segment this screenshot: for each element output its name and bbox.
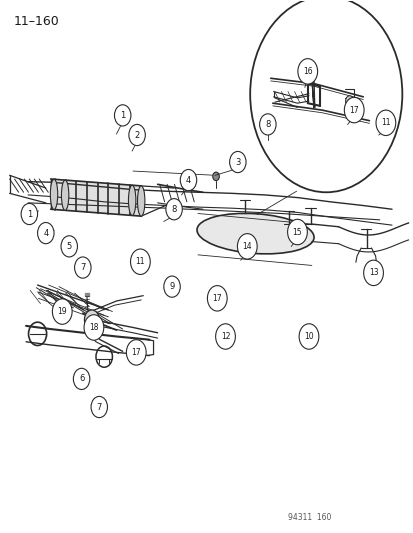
Text: 11: 11 xyxy=(135,257,145,266)
Circle shape xyxy=(114,105,131,126)
Text: 5: 5 xyxy=(66,242,72,251)
Circle shape xyxy=(126,340,146,365)
Polygon shape xyxy=(51,179,141,216)
Text: 8: 8 xyxy=(265,120,270,129)
Text: 14: 14 xyxy=(242,242,252,251)
Text: 12: 12 xyxy=(220,332,230,341)
Circle shape xyxy=(84,310,99,329)
Text: 1: 1 xyxy=(27,209,32,219)
Circle shape xyxy=(207,286,227,311)
Ellipse shape xyxy=(61,180,69,211)
Text: 4: 4 xyxy=(185,175,191,184)
Circle shape xyxy=(38,222,54,244)
Circle shape xyxy=(249,0,401,192)
Polygon shape xyxy=(85,293,89,296)
Circle shape xyxy=(74,257,91,278)
Ellipse shape xyxy=(137,186,145,216)
Circle shape xyxy=(375,110,395,135)
Circle shape xyxy=(166,199,182,220)
Text: 15: 15 xyxy=(292,228,301,237)
Text: 1: 1 xyxy=(120,111,125,120)
Text: 16: 16 xyxy=(302,67,312,76)
Circle shape xyxy=(363,260,382,286)
Circle shape xyxy=(287,219,306,245)
Circle shape xyxy=(164,276,180,297)
Ellipse shape xyxy=(50,179,57,209)
Circle shape xyxy=(345,96,353,107)
Circle shape xyxy=(212,172,219,181)
Circle shape xyxy=(21,204,38,224)
Text: 3: 3 xyxy=(235,158,240,166)
Text: 17: 17 xyxy=(349,106,358,115)
Text: 2: 2 xyxy=(134,131,139,140)
Circle shape xyxy=(128,124,145,146)
Text: 11–160: 11–160 xyxy=(14,14,59,28)
Circle shape xyxy=(61,236,77,257)
Circle shape xyxy=(310,68,316,77)
Circle shape xyxy=(215,324,235,349)
Text: 17: 17 xyxy=(212,294,221,303)
Text: 13: 13 xyxy=(368,268,377,277)
Text: 4: 4 xyxy=(43,229,48,238)
Circle shape xyxy=(259,114,275,135)
Ellipse shape xyxy=(128,185,135,215)
Circle shape xyxy=(130,249,150,274)
Text: 19: 19 xyxy=(57,307,67,316)
Ellipse shape xyxy=(197,213,313,254)
Text: 8: 8 xyxy=(171,205,176,214)
Circle shape xyxy=(180,169,196,191)
Text: 17: 17 xyxy=(131,348,141,357)
Circle shape xyxy=(84,315,104,340)
Circle shape xyxy=(229,151,245,173)
Circle shape xyxy=(298,324,318,349)
Text: 94311  160: 94311 160 xyxy=(287,513,331,522)
Circle shape xyxy=(344,98,363,123)
Text: 18: 18 xyxy=(89,323,98,332)
Text: 9: 9 xyxy=(169,282,174,291)
Text: 7: 7 xyxy=(96,402,102,411)
Text: 7: 7 xyxy=(80,263,85,272)
Circle shape xyxy=(91,397,107,418)
Circle shape xyxy=(52,299,72,324)
Text: 11: 11 xyxy=(380,118,390,127)
Text: 10: 10 xyxy=(304,332,313,341)
Circle shape xyxy=(237,233,256,259)
Text: 6: 6 xyxy=(79,374,84,383)
Circle shape xyxy=(297,59,317,84)
Circle shape xyxy=(73,368,90,390)
